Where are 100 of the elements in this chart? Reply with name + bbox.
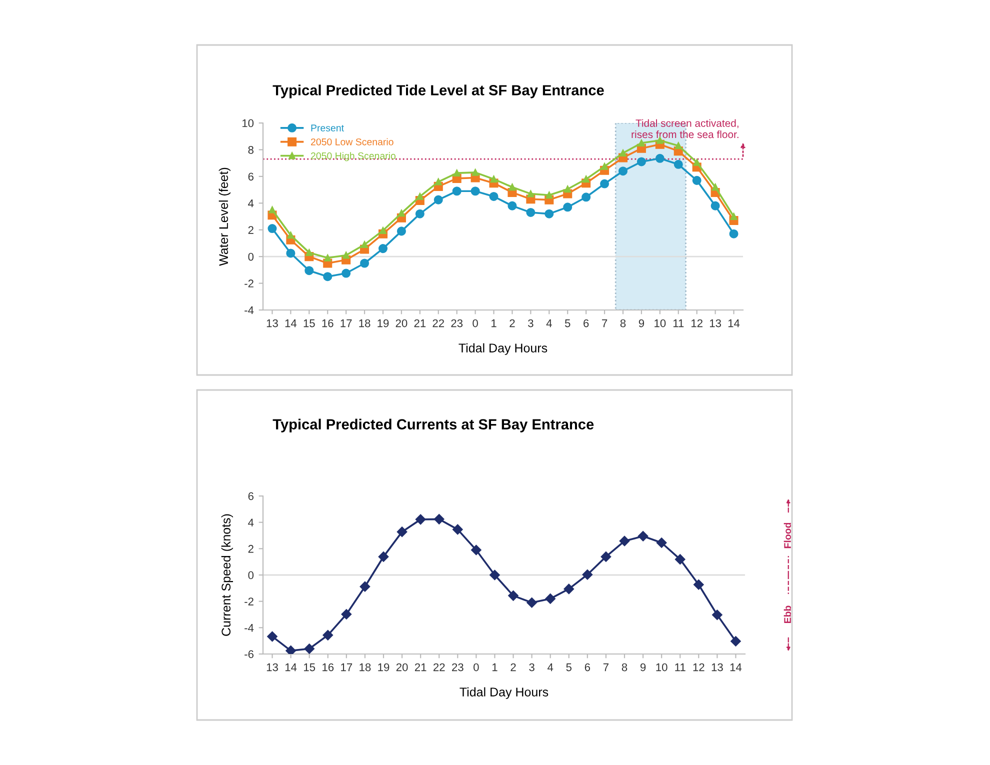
point [527, 190, 534, 198]
x-axis-title: Tidal Day Hours [460, 687, 548, 699]
point [693, 158, 700, 166]
x-tick-label: 3 [529, 663, 534, 672]
point [342, 252, 350, 259]
x-tick-label: 15 [304, 319, 315, 328]
point [415, 209, 424, 218]
point [526, 208, 536, 218]
x-tick-label: 14 [285, 663, 297, 672]
x-tick-label: 2 [510, 319, 515, 328]
x-tick-label: 1 [492, 663, 498, 672]
point [472, 168, 479, 176]
y-tick-label: -4 [244, 624, 254, 632]
x-tick-label: 23 [452, 663, 464, 672]
point [286, 646, 296, 654]
point [267, 631, 278, 642]
x-tick-label: 6 [584, 319, 589, 328]
x-tick-label: 18 [360, 663, 371, 672]
x-tick-label: 4 [548, 663, 554, 672]
point [564, 186, 572, 193]
x-tick-label: 18 [359, 319, 370, 328]
x-tick-label: 0 [472, 319, 478, 328]
point [710, 201, 720, 210]
point [546, 192, 553, 199]
point [544, 209, 554, 218]
x-tick-label: 11 [673, 319, 684, 328]
y-tick-label: -2 [244, 598, 254, 606]
point [452, 186, 462, 196]
x-tick-label: 8 [622, 663, 628, 672]
chart-title: Typical Predicted Currents at SF Bay Entrance [272, 418, 594, 432]
point [730, 213, 738, 220]
point [434, 195, 443, 204]
point [694, 579, 704, 590]
point [692, 176, 702, 185]
point [434, 514, 444, 524]
point [304, 266, 314, 276]
y-tick-label: 6 [248, 492, 254, 500]
point [378, 552, 389, 562]
point [526, 598, 537, 608]
legend-label: Present [311, 124, 344, 132]
point [268, 206, 276, 214]
point [304, 644, 314, 654]
x-tick-label: 12 [692, 319, 702, 328]
point [471, 544, 482, 556]
y-tick-label: 6 [248, 172, 254, 181]
x-tick-label: 13 [712, 663, 723, 672]
point [712, 184, 719, 191]
x-tick-label: 15 [304, 663, 316, 672]
x-tick-label: 13 [266, 319, 278, 328]
x-tick-label: 19 [378, 319, 389, 328]
x-tick-label: 16 [322, 319, 334, 328]
y-axis-title: Water Level (feet) [218, 168, 230, 266]
point [508, 590, 518, 601]
y-tick-label: -4 [244, 306, 254, 314]
point [286, 248, 296, 258]
point [415, 514, 426, 525]
x-tick-label: 10 [656, 663, 668, 672]
point [582, 569, 593, 580]
y-tick-label: 2 [248, 226, 254, 234]
point [563, 202, 572, 212]
x-tick-label: 13 [266, 663, 278, 672]
x-tick-label: 20 [396, 319, 408, 328]
point [601, 162, 608, 170]
y-axis-title: Current Speed (knots) [221, 514, 233, 636]
x-tick-label: 8 [620, 319, 626, 328]
x-tick-label: 22 [432, 319, 444, 328]
point [380, 227, 386, 234]
x-axis-title: Tidal Day Hours [458, 343, 548, 355]
point [674, 142, 682, 150]
x-tick-label: 19 [378, 663, 390, 672]
point [361, 241, 368, 248]
point [618, 166, 628, 176]
point [619, 536, 630, 546]
x-tick-label: 7 [603, 663, 608, 672]
y-tick-label: 0 [248, 252, 254, 261]
x-tick-label: 17 [341, 663, 352, 672]
point [470, 186, 480, 196]
point [341, 609, 352, 620]
x-tick-label: 21 [414, 319, 426, 328]
y-tick-label: 2 [248, 544, 254, 553]
y-tick-label: 4 [248, 200, 254, 208]
y-tick-label: 8 [248, 146, 254, 154]
point [675, 554, 686, 564]
point [508, 201, 517, 210]
point [453, 170, 460, 177]
x-tick-label: 7 [602, 319, 608, 328]
point [730, 636, 741, 646]
x-tick-label: 21 [414, 663, 426, 672]
y-tick-label: 4 [248, 518, 254, 526]
point [490, 570, 500, 580]
x-tick-label: 22 [433, 663, 445, 672]
x-tick-label: 14 [730, 663, 742, 672]
ref-line-label: Tidal screen activated, rises from the sea floor. [632, 119, 738, 138]
x-tick-label: 13 [710, 319, 721, 328]
point [489, 192, 498, 201]
x-tick-label: 14 [728, 319, 740, 328]
point [545, 594, 556, 604]
point [416, 192, 424, 200]
x-tick-label: 5 [566, 663, 572, 672]
x-tick-label: 4 [546, 319, 552, 328]
